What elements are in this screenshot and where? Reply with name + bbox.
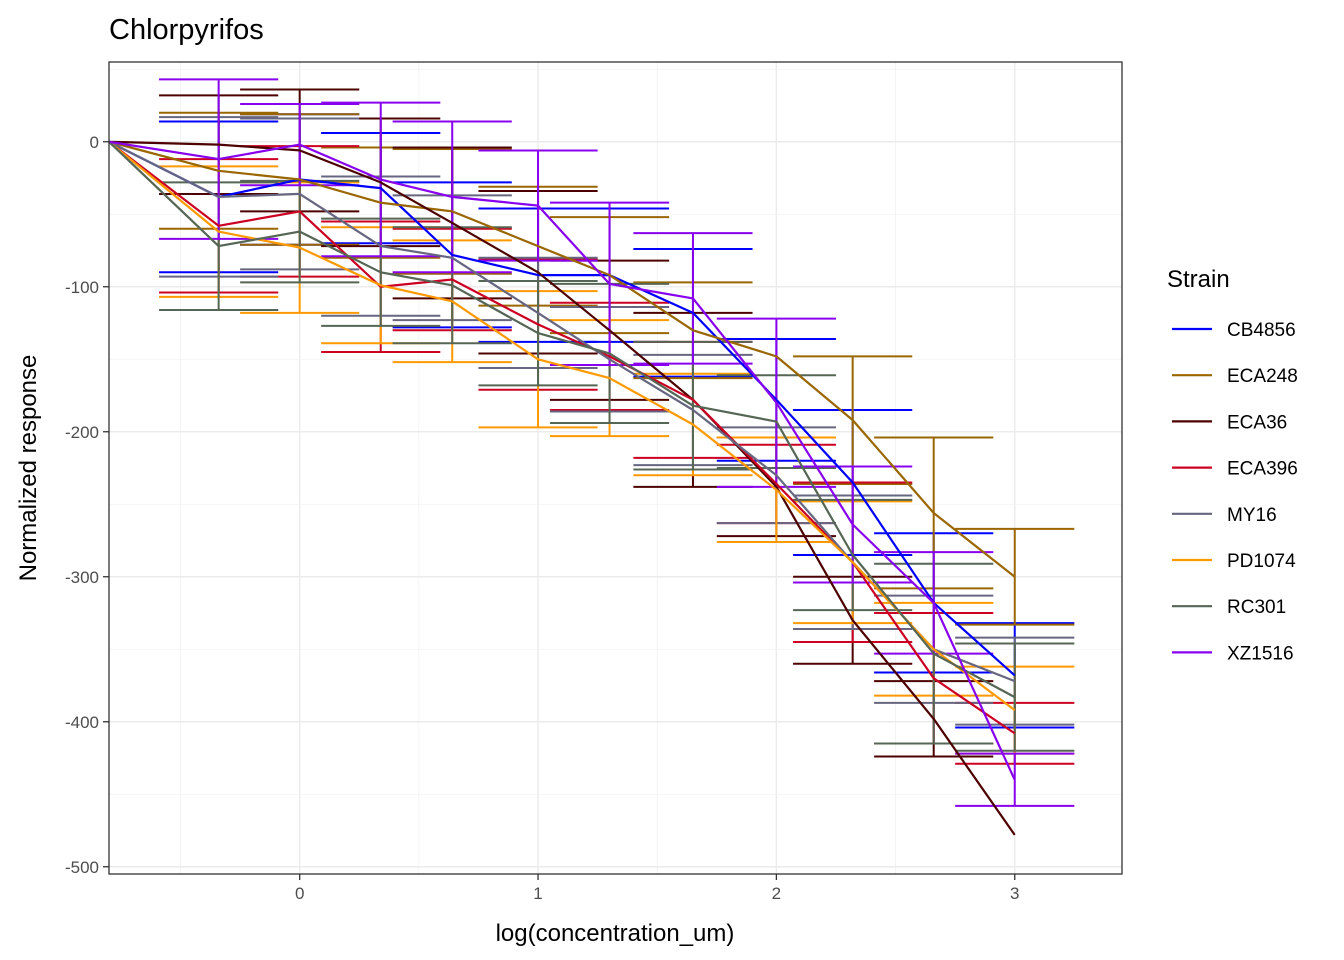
line-layer [108,140,1016,836]
axis-layer: 0 1 2 3 0 -100 -200 -300 -400 -500 [65,133,1020,903]
legend-label: MY16 [1227,505,1277,526]
legend-item-cb4856: CB4856 [1172,320,1296,341]
series-line-cb4856 [108,140,1016,677]
x-tick-label: 3 [1010,884,1019,903]
y-tick-label: -400 [65,713,99,732]
legend-label: ECA248 [1227,366,1298,387]
chart-title: Chlorpyrifos [109,14,264,46]
series-line-eca36 [108,140,1016,836]
x-tick-label: 2 [772,884,781,903]
legend-title: Strain [1167,266,1230,293]
legend-item-pd1074: PD1074 [1172,551,1296,572]
series-line-xz1516 [108,140,1016,781]
legend-item-rc301: RC301 [1172,597,1286,618]
series-line-eca396 [108,140,1016,735]
series-line-pd1074 [108,140,1016,711]
legend-label: XZ1516 [1227,643,1294,664]
legend-item-xz1516: XZ1516 [1172,643,1294,664]
grid-layer [109,62,1122,874]
legend-item-my16: MY16 [1172,505,1277,526]
legend-item-eca36: ECA36 [1172,412,1287,433]
y-tick-label: -200 [65,423,99,442]
x-axis-title: log(concentration_um) [496,920,735,947]
y-axis-title: Normalized response [15,355,42,582]
y-tick-label: -500 [65,858,99,877]
panel-border [108,61,1123,875]
y-tick-label: 0 [90,133,99,152]
x-tick-label: 0 [295,884,304,903]
x-tick-label: 1 [533,884,542,903]
legend-label: PD1074 [1227,551,1296,572]
y-tick-label: -100 [65,278,99,297]
legend: Strain CB4856 ECA248 ECA36 ECA396 MY16 PD1074… [1167,266,1298,664]
legend-label: CB4856 [1227,320,1296,341]
legend-label: RC301 [1227,597,1286,618]
legend-item-eca396: ECA396 [1172,459,1298,480]
legend-item-eca248: ECA248 [1172,366,1298,387]
series-line-eca248 [108,140,1016,578]
series-line-rc301 [108,141,1016,699]
legend-items: CB4856 ECA248 ECA36 ECA396 MY16 PD1074 RC301 XZ… [1172,320,1298,664]
legend-label: ECA36 [1227,412,1287,433]
legend-label: ECA396 [1227,459,1298,480]
y-tick-label: -300 [65,568,99,587]
